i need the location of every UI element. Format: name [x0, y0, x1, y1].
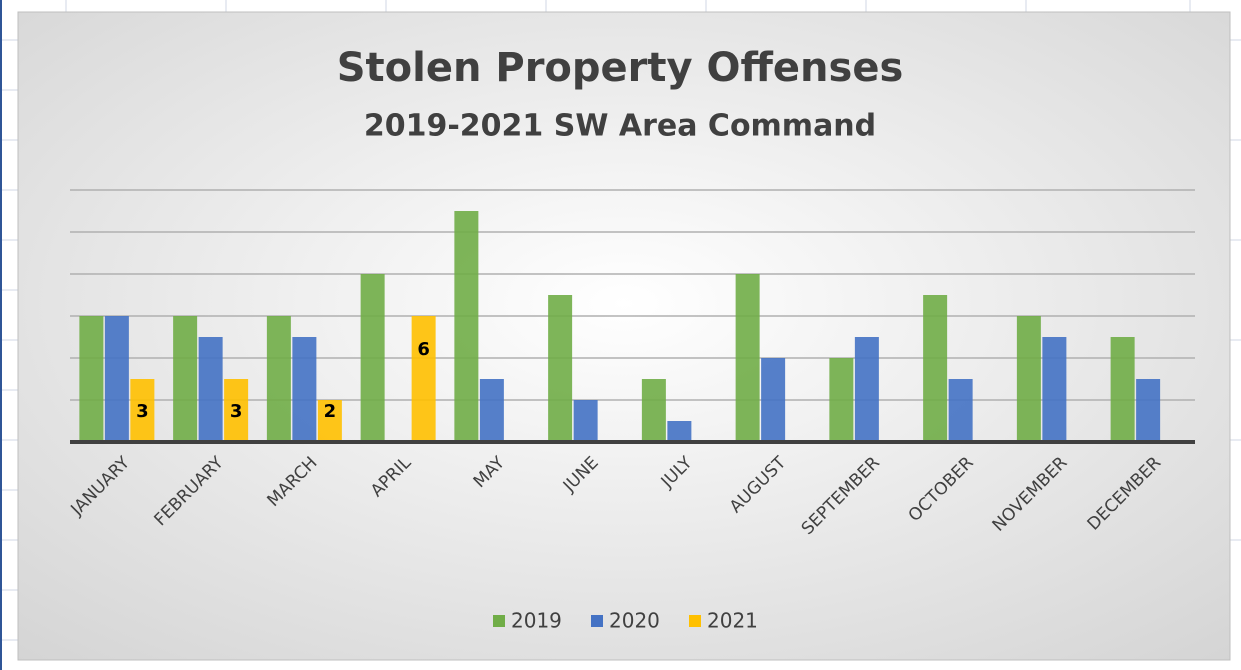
bar	[292, 337, 317, 442]
bar	[104, 316, 129, 442]
bar	[735, 274, 760, 442]
bar	[1136, 379, 1161, 442]
data-label: 2	[324, 401, 337, 422]
bar	[1042, 337, 1067, 442]
legend-label: 2020	[609, 609, 660, 633]
data-label: 3	[230, 401, 243, 422]
bar	[360, 274, 385, 442]
bar	[479, 379, 504, 442]
bar	[317, 400, 342, 442]
bar	[948, 379, 973, 442]
bar	[548, 295, 573, 442]
bar	[667, 421, 692, 442]
data-label: 3	[136, 401, 149, 422]
legend-swatch	[591, 615, 603, 627]
bar	[173, 316, 198, 442]
bar	[829, 358, 854, 442]
bar	[411, 316, 436, 442]
bar	[130, 379, 155, 442]
bar	[1016, 316, 1041, 442]
bar	[761, 358, 786, 442]
legend-label: 2019	[511, 609, 562, 633]
bar	[266, 316, 291, 442]
chart-subtitle: 2019-2021 SW Area Command	[364, 109, 876, 144]
sheet-grid	[0, 0, 1241, 641]
bar	[573, 400, 598, 442]
bar	[198, 337, 223, 442]
legend-swatch	[689, 615, 701, 627]
bar	[454, 211, 479, 442]
legend-label: 2021	[707, 609, 758, 633]
bar	[224, 379, 249, 442]
bar	[641, 379, 666, 442]
bar	[923, 295, 948, 442]
bar	[1110, 337, 1135, 442]
legend-swatch	[493, 615, 505, 627]
bar	[79, 316, 104, 442]
data-label: 6	[417, 339, 430, 360]
bar	[854, 337, 879, 442]
chart-title: Stolen Property Offenses	[337, 45, 904, 91]
